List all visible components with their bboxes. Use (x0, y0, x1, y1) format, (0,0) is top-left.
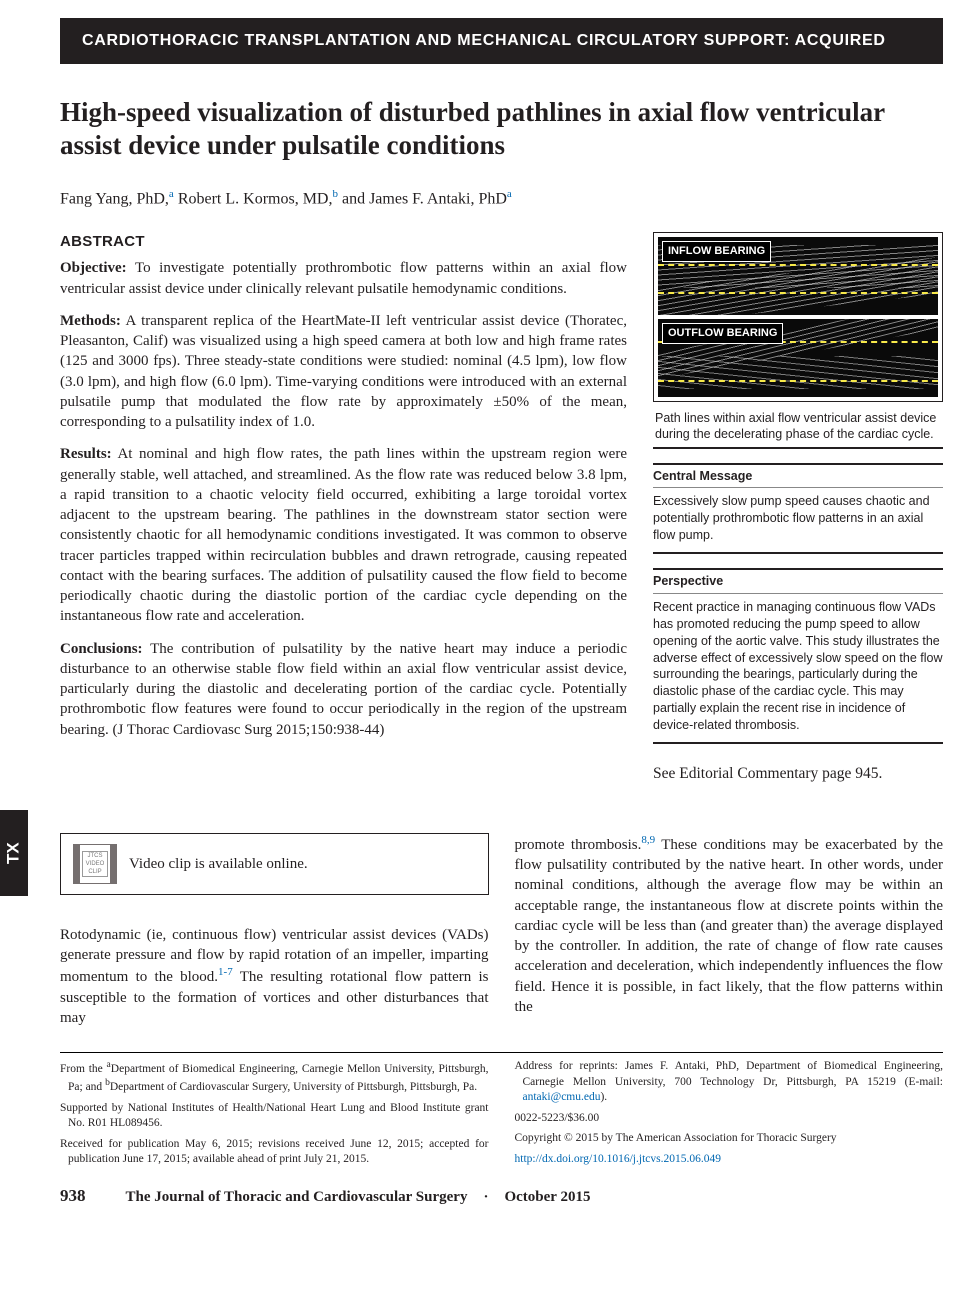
body-right-b: These conditions may be exacerbated by t… (515, 837, 944, 1015)
central-message-block: Central Message Excessively slow pump sp… (653, 463, 943, 555)
methods-lead: Methods: (60, 313, 121, 329)
abstract-heading: ABSTRACT (60, 232, 627, 252)
page-content: High-speed visualization of disturbed pa… (0, 64, 975, 1173)
history-note: Received for publication May 6, 2015; re… (60, 1137, 489, 1168)
affil-b-text: Department of Cardiovascular Surgery, Un… (110, 1081, 477, 1093)
central-message-body: Excessively slow pump speed causes chaot… (653, 488, 943, 554)
abstract-objective: Objective: To investigate potentially pr… (60, 258, 627, 299)
conclusions-lead: Conclusions: (60, 641, 143, 657)
ref-8-9[interactable]: 8,9 (641, 834, 655, 846)
article-title: High-speed visualization of disturbed pa… (60, 96, 943, 164)
footnotes-left: From the aDepartment of Biomedical Engin… (60, 1059, 489, 1173)
perspective-block: Perspective Recent practice in managing … (653, 568, 943, 744)
affil-sup-a: a (169, 188, 174, 200)
body-para-right: promote thrombosis.8,9 These conditions … (515, 833, 944, 1017)
abstract-results: Results: At nominal and high flow rates,… (60, 444, 627, 626)
journal-name: The Journal of Thoracic and Cardiovascul… (126, 1187, 468, 1207)
issue-date: October 2015 (504, 1187, 590, 1207)
reprint-text: Address for reprints: James F. Antaki, P… (515, 1060, 944, 1088)
author-line: Fang Yang, PhD,a Robert L. Kormos, MD,b … (60, 187, 943, 210)
abstract-methods: Methods: A transparent replica of the He… (60, 311, 627, 433)
outflow-label: OUTFLOW BEARING (662, 323, 783, 344)
reprint-end: ). (600, 1091, 607, 1103)
perspective-body: Recent practice in managing continuous f… (653, 594, 943, 744)
body-para-left: Rotodynamic (ie, continuous flow) ventri… (60, 925, 489, 1028)
video-note-text: Video clip is available online. (129, 854, 308, 874)
results-text: At nominal and high flow rates, the path… (60, 446, 627, 624)
copyright-line: Copyright © 2015 by The American Associa… (515, 1131, 944, 1147)
central-message-head: Central Message (653, 463, 943, 489)
perspective-head: Perspective (653, 568, 943, 594)
figure-box: INFLOW BEARING OUTFLOW BEARING (653, 232, 943, 402)
objective-text: To investigate potentially prothrombotic… (60, 260, 627, 296)
methods-text: A transparent replica of the HeartMate-I… (60, 313, 627, 430)
inflow-label: INFLOW BEARING (662, 241, 771, 262)
figure-outflow: OUTFLOW BEARING (658, 319, 938, 397)
body-right-col: promote thrombosis.8,9 These conditions … (515, 833, 944, 1028)
sidebar-column: INFLOW BEARING OUTFLOW BEARING Path line… (653, 232, 943, 785)
figure-inflow: INFLOW BEARING (658, 237, 938, 315)
author-3: and James F. Antaki, PhD (342, 190, 507, 207)
abstract-column: ABSTRACT Objective: To investigate poten… (60, 232, 627, 752)
body-right-a: promote thrombosis. (515, 837, 642, 853)
video-callout[interactable]: JTCSVIDEOCLIP Video clip is available on… (60, 833, 489, 895)
section-tab-tx: TX (0, 810, 28, 896)
author-1: Fang Yang, PhD, (60, 190, 169, 207)
author-2: Robert L. Kormos, MD, (178, 190, 333, 207)
abstract-conclusions: Conclusions: The contribution of pulsati… (60, 639, 627, 740)
running-footer: 938 The Journal of Thoracic and Cardiova… (0, 1173, 975, 1226)
page-number: 938 (60, 1185, 86, 1208)
footnotes: From the aDepartment of Biomedical Engin… (60, 1052, 943, 1173)
ref-1-7[interactable]: 1-7 (218, 966, 233, 978)
video-clip-icon: JTCSVIDEOCLIP (73, 844, 117, 884)
body-columns: JTCSVIDEOCLIP Video clip is available on… (60, 833, 943, 1028)
issn-price: 0022-5223/$36.00 (515, 1111, 944, 1127)
doi-link[interactable]: http://dx.doi.org/10.1016/j.jtcvs.2015.0… (515, 1153, 721, 1165)
author-email[interactable]: antaki@cmu.edu (523, 1091, 601, 1103)
results-lead: Results: (60, 446, 112, 462)
reprint-address: Address for reprints: James F. Antaki, P… (515, 1059, 944, 1106)
footnotes-right: Address for reprints: James F. Antaki, P… (515, 1059, 944, 1173)
affil-sup-a2: a (507, 188, 512, 200)
body-left-col: JTCSVIDEOCLIP Video clip is available on… (60, 833, 489, 1028)
section-banner: CARDIOTHORACIC TRANSPLANTATION AND MECHA… (60, 18, 943, 64)
figure-caption: Path lines within axial flow ventricular… (653, 402, 943, 449)
conclusions-text: The contribution of pulsatility by the n… (60, 641, 627, 738)
affil-prefix: From the (60, 1063, 107, 1075)
editorial-link[interactable]: See Editorial Commentary page 945. (653, 764, 943, 785)
affiliations: From the aDepartment of Biomedical Engin… (60, 1059, 489, 1096)
funding-note: Supported by National Institutes of Heal… (60, 1101, 489, 1132)
footer-separator: · (483, 1187, 488, 1207)
affil-sup-b: b (332, 188, 338, 200)
objective-lead: Objective: (60, 260, 127, 276)
